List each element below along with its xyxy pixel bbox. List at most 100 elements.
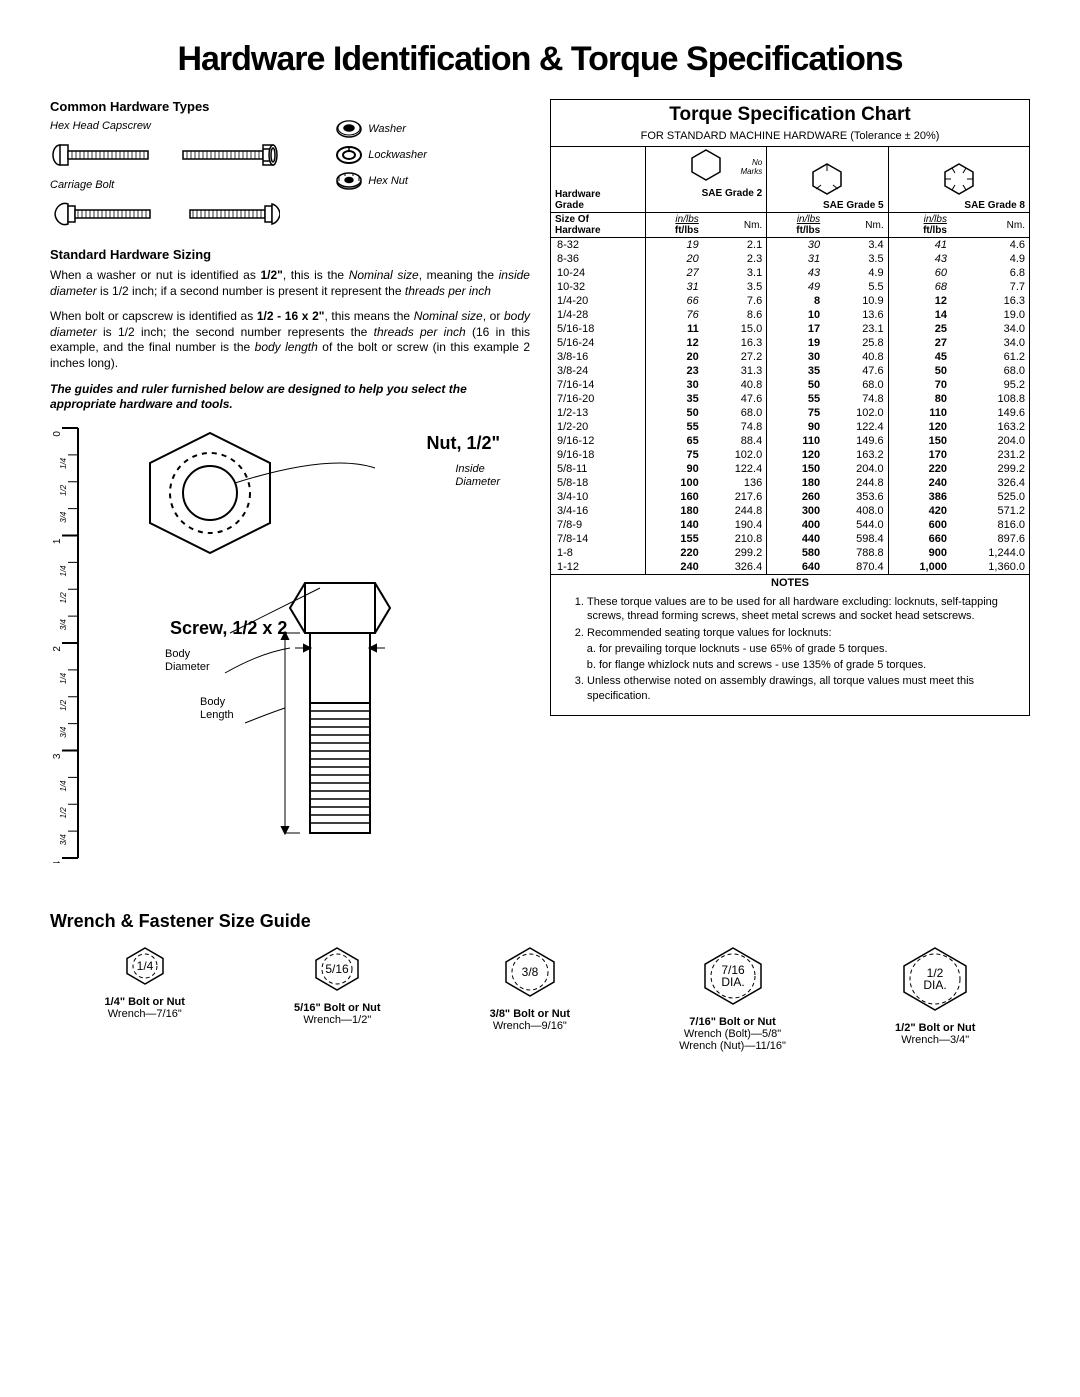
sizing-para-2: When bolt or capscrew is identified as 1… bbox=[50, 309, 530, 371]
grade-2-cell: No Marks SAE Grade 2 bbox=[645, 147, 766, 213]
col-header: Nm. bbox=[951, 213, 1029, 238]
table-row: 1-12 240326.4 640870.4 1,0001,360.0 bbox=[551, 560, 1029, 575]
grade-label: Hardware Grade bbox=[551, 147, 645, 213]
svg-text:1/2: 1/2 bbox=[59, 591, 68, 603]
svg-text:3/4: 3/4 bbox=[59, 511, 68, 523]
wrench-title: Wrench & Fastener Size Guide bbox=[50, 911, 1030, 932]
table-row: 3/8-16 2027.2 3040.8 4561.2 bbox=[551, 350, 1029, 364]
hex-size-icon: 7/16DIA. bbox=[699, 942, 767, 1010]
svg-text:1/4: 1/4 bbox=[59, 672, 68, 684]
table-row: 7/16-20 3547.6 5574.8 80108.8 bbox=[551, 392, 1029, 406]
carriage-bolt-label: Carriage Bolt bbox=[50, 179, 114, 191]
svg-text:DIA.: DIA. bbox=[924, 978, 947, 992]
carriage-bolt-icon bbox=[50, 199, 280, 229]
svg-text:3/4: 3/4 bbox=[59, 726, 68, 738]
table-row: 3/8-24 2331.3 3547.6 5068.0 bbox=[551, 364, 1029, 378]
svg-text:1/4: 1/4 bbox=[59, 457, 68, 469]
table-row: 3/4-16 180244.8 300408.0 420571.2 bbox=[551, 504, 1029, 518]
lockwasher-label: Lockwasher bbox=[368, 149, 427, 161]
col-header: Nm. bbox=[824, 213, 888, 238]
grade-5-cell: SAE Grade 5 bbox=[767, 147, 888, 213]
hex-nut-label: Hex Nut bbox=[368, 175, 408, 187]
table-row: 8-36 202.3 313.5 434.9 bbox=[551, 252, 1029, 266]
svg-text:5/16: 5/16 bbox=[326, 962, 350, 976]
table-row: 5/16-24 1216.3 1925.8 2734.0 bbox=[551, 336, 1029, 350]
table-row: 1/4-20 667.6 810.9 1216.3 bbox=[551, 294, 1029, 308]
size-label: Size Of Hardware bbox=[551, 213, 645, 238]
svg-text:1/2: 1/2 bbox=[59, 699, 68, 711]
col-header: Nm. bbox=[703, 213, 767, 238]
svg-text:DIA.: DIA. bbox=[721, 975, 744, 989]
nut-screw-diagram-icon bbox=[90, 423, 450, 863]
table-row: 9/16-12 6588.4 110149.6 150204.0 bbox=[551, 434, 1029, 448]
table-row: 1/4-28 768.6 1013.6 1419.0 bbox=[551, 308, 1029, 322]
table-row: 9/16-18 75102.0 120163.2 170231.2 bbox=[551, 448, 1029, 462]
table-row: 8-32 192.1 303.4 414.6 bbox=[551, 238, 1029, 253]
washer-label: Washer bbox=[368, 123, 406, 135]
guide-note: The guides and ruler furnished below are… bbox=[50, 382, 530, 413]
table-row: 7/16-14 3040.8 5068.0 7095.2 bbox=[551, 378, 1029, 392]
table-row: 5/8-11 90122.4 150204.0 220299.2 bbox=[551, 462, 1029, 476]
svg-text:3/4: 3/4 bbox=[59, 833, 68, 845]
notes-section: These torque values are to be used for a… bbox=[551, 591, 1029, 715]
hardware-types-diagram: Hex Head Capscrew Carriage Bolt bbox=[50, 120, 530, 232]
table-row: 3/4-10 160217.6 260353.6 386525.0 bbox=[551, 490, 1029, 504]
wrench-guide: Wrench & Fastener Size Guide 1/4 1/4" Bo… bbox=[50, 911, 1030, 1052]
wrench-item: 7/16DIA. 7/16" Bolt or Nut Wrench (Bolt)… bbox=[679, 942, 786, 1052]
chart-title: Torque Specification Chart bbox=[551, 100, 1029, 130]
table-row: 1/2-13 5068.0 75102.0 110149.6 bbox=[551, 406, 1029, 420]
svg-text:1: 1 bbox=[52, 538, 63, 544]
note-sub-item: for flange whizlock nuts and screws - us… bbox=[599, 658, 1019, 672]
torque-table: Hardware Grade No Marks SAE Grade 2 SAE … bbox=[551, 146, 1029, 575]
body-length-label: Body Length bbox=[200, 696, 234, 722]
svg-text:2: 2 bbox=[52, 645, 63, 651]
screw-label: Screw, 1/2 x 2 bbox=[170, 618, 287, 639]
wrench-item: 5/16 5/16" Bolt or Nut Wrench—1/2" bbox=[294, 942, 381, 1052]
chart-subtitle: FOR STANDARD MACHINE HARDWARE (Tolerance… bbox=[551, 130, 1029, 146]
table-row: 10-32 313.5 495.5 687.7 bbox=[551, 280, 1029, 294]
ruler-icon: 0 1/4 1/2 3/4 1 1/4 1/2 3/4 2 1/4 1/2 3/4 3 1/4 1/2 3/4… bbox=[50, 423, 80, 863]
hex-head-label: Hex Head Capscrew bbox=[50, 120, 151, 132]
sizing-para-1: When a washer or nut is identified as 1/… bbox=[50, 268, 530, 299]
table-row: 7/8-14 155210.8 440598.4 660897.6 bbox=[551, 532, 1029, 546]
col-header: in/lbsft/lbs bbox=[767, 213, 824, 238]
table-row: 5/16-18 1115.0 1723.1 2534.0 bbox=[551, 322, 1029, 336]
table-row: 1/2-20 5574.8 90122.4 120163.2 bbox=[551, 420, 1029, 434]
svg-text:4: 4 bbox=[52, 860, 63, 862]
nut-label: Nut, 1/2" bbox=[426, 433, 500, 454]
washer-icon bbox=[336, 120, 362, 138]
col-header: in/lbsft/lbs bbox=[645, 213, 702, 238]
note-item: Unless otherwise noted on assembly drawi… bbox=[587, 674, 1019, 703]
svg-text:1/4: 1/4 bbox=[136, 959, 153, 973]
svg-text:3: 3 bbox=[52, 753, 63, 759]
body-diameter-label: Body Diameter bbox=[165, 648, 210, 674]
wrench-item: 1/2DIA. 1/2" Bolt or Nut Wrench—3/4" bbox=[895, 942, 975, 1052]
page-title: Hardware Identification & Torque Specifi… bbox=[50, 40, 1030, 79]
table-row: 1-8 220299.2 580788.8 9001,244.0 bbox=[551, 546, 1029, 560]
inside-diameter-label: Inside Diameter bbox=[455, 463, 500, 489]
col-header: in/lbsft/lbs bbox=[888, 213, 951, 238]
svg-text:1/2: 1/2 bbox=[59, 484, 68, 496]
svg-text:3/4: 3/4 bbox=[59, 618, 68, 630]
lockwasher-icon bbox=[336, 146, 362, 164]
svg-text:0: 0 bbox=[52, 430, 63, 436]
table-row: 10-24 273.1 434.9 606.8 bbox=[551, 266, 1029, 280]
notes-title: NOTES bbox=[551, 575, 1029, 591]
hex-nut-icon bbox=[336, 172, 362, 190]
common-hw-header: Common Hardware Types bbox=[50, 99, 530, 114]
hex-size-icon: 1/2DIA. bbox=[898, 942, 972, 1016]
torque-chart: Torque Specification Chart FOR STANDARD … bbox=[550, 99, 1030, 716]
svg-text:3/8: 3/8 bbox=[521, 965, 538, 979]
hex-head-capscrew-icon bbox=[50, 140, 280, 170]
hex-size-icon: 5/16 bbox=[310, 942, 364, 996]
table-row: 5/8-18 100136 180244.8 240326.4 bbox=[551, 476, 1029, 490]
svg-text:1/2: 1/2 bbox=[59, 806, 68, 818]
table-row: 7/8-9 140190.4 400544.0 600816.0 bbox=[551, 518, 1029, 532]
note-sub-item: for prevailing torque locknuts - use 65%… bbox=[599, 642, 1019, 656]
hex-size-icon: 3/8 bbox=[500, 942, 560, 1002]
note-item: Recommended seating torque values for lo… bbox=[587, 626, 1019, 673]
svg-text:1/4: 1/4 bbox=[59, 780, 68, 792]
svg-text:1/4: 1/4 bbox=[59, 565, 68, 577]
wrench-item: 3/8 3/8" Bolt or Nut Wrench—9/16" bbox=[490, 942, 570, 1052]
note-item: These torque values are to be used for a… bbox=[587, 595, 1019, 624]
